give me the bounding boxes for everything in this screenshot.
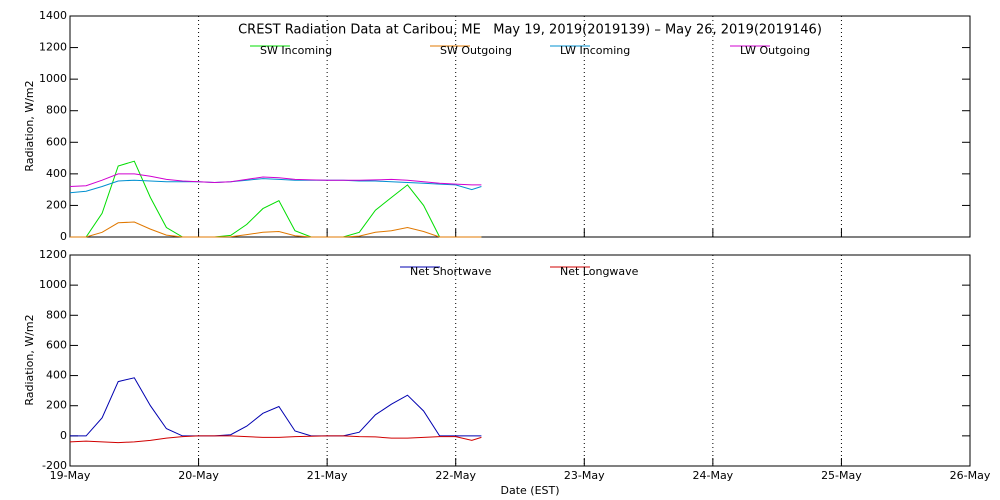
y-tick-label: 1400 <box>39 9 67 22</box>
series-line <box>69 178 482 194</box>
y-tick-label: 600 <box>46 135 67 148</box>
series-line <box>69 435 482 444</box>
x-tick-label: 26-May <box>950 469 991 482</box>
y-tick-label: 0 <box>60 429 67 442</box>
x-tick-label: 20-May <box>178 469 219 482</box>
series-line <box>70 221 482 238</box>
y-tick-label: 200 <box>46 198 67 211</box>
y-tick-label: 0 <box>60 230 67 243</box>
y-axis-label: Radiation, W/m2 <box>23 314 36 405</box>
y-tick-label: 800 <box>46 308 67 321</box>
y-tick-label: 1000 <box>39 278 67 291</box>
y-tick-label: 800 <box>46 104 67 117</box>
series-line <box>69 173 482 187</box>
legend-label: LW Incoming <box>560 44 630 57</box>
plot-frame <box>69 15 971 238</box>
y-tick-label: 1000 <box>39 72 67 85</box>
y-tick-label: 1200 <box>39 248 67 261</box>
legend-label: LW Outgoing <box>740 44 810 57</box>
y-tick-label: 600 <box>46 338 67 351</box>
y-tick-label: 200 <box>46 399 67 412</box>
y-tick-label: 400 <box>46 369 67 382</box>
x-tick-label: 25-May <box>821 469 862 482</box>
legend-label: SW Outgoing <box>440 44 512 57</box>
chart-title: CREST Radiation Data at Caribou, ME May … <box>238 23 822 38</box>
legend-label: Net Shortwave <box>410 265 492 278</box>
plot-frame <box>69 254 971 467</box>
x-tick-label: 22-May <box>435 469 476 482</box>
x-axis-label: Date (EST) <box>500 484 559 497</box>
y-tick-label: -200 <box>42 459 67 472</box>
x-tick-label: 19-May <box>50 469 91 482</box>
series-line <box>70 377 482 437</box>
y-tick-label: 400 <box>46 167 67 180</box>
y-tick-label: 1200 <box>39 41 67 54</box>
x-tick-label: 21-May <box>307 469 348 482</box>
series-line <box>70 160 482 238</box>
y-axis-label: Radiation, W/m2 <box>23 80 36 171</box>
legend-label: Net Longwave <box>560 265 639 278</box>
x-tick-label: 23-May <box>564 469 605 482</box>
x-tick-label: 24-May <box>692 469 733 482</box>
legend-label: SW Incoming <box>260 44 332 57</box>
